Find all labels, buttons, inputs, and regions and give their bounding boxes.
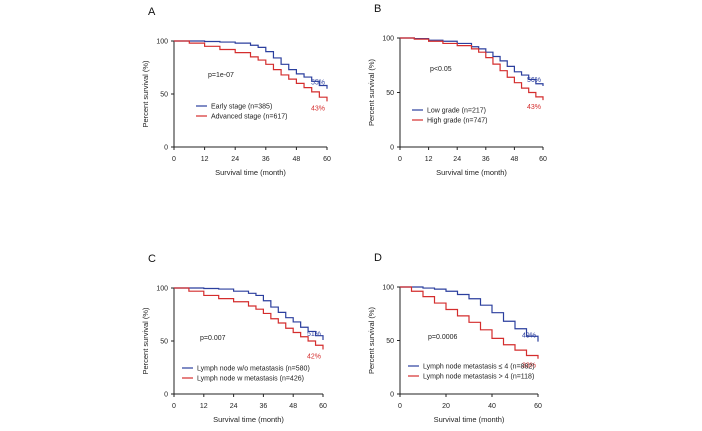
end-percent-label: 51%	[307, 331, 321, 338]
survival-curve-red	[400, 286, 539, 359]
end-percent-label: 42%	[307, 353, 321, 360]
panel-letter: B	[374, 3, 381, 15]
survival-curve-red	[174, 40, 328, 102]
panel-letter: A	[148, 6, 156, 18]
survival-curve-red	[400, 37, 544, 101]
y-tick-label: 100	[382, 285, 394, 292]
x-tick-label: 60	[323, 156, 331, 163]
x-tick-label: 40	[488, 403, 496, 410]
x-axis-label: Survival time (month)	[434, 415, 505, 424]
p-value: p=0.0006	[428, 334, 457, 341]
x-tick-label: 48	[293, 156, 301, 163]
x-axis-label: Survival time (month)	[436, 168, 507, 177]
survival-curve-red	[174, 287, 324, 350]
y-tick-label: 0	[164, 392, 168, 399]
y-tick-label: 100	[156, 39, 168, 46]
y-tick-label: 50	[386, 90, 394, 97]
x-tick-label: 0	[172, 156, 176, 163]
end-percent-label: 55%	[311, 80, 325, 87]
panel-d: D 0 50 100 0 20 40 60 Survival time (month) Perce…	[367, 252, 542, 424]
x-tick-label: 60	[539, 156, 547, 163]
y-axis-label: Percent survival (%)	[367, 306, 376, 374]
legend-label: Lymph node w metastasis (n=426)	[197, 376, 304, 383]
y-tick-label: 100	[382, 36, 394, 43]
x-tick-label: 48	[511, 156, 519, 163]
y-axis-label: Percent survival (%)	[141, 307, 150, 375]
x-axis-label: Survival time (month)	[213, 415, 284, 424]
x-tick-label: 36	[260, 403, 268, 410]
legend: Lymph node metastasis ≤ 4 (n=882) Lymph n…	[408, 364, 535, 381]
x-tick-label: 60	[534, 403, 542, 410]
y-tick-label: 0	[390, 145, 394, 152]
y-tick-label: 0	[390, 392, 394, 399]
survival-curve-blue	[400, 286, 539, 342]
x-tick-label: 0	[398, 403, 402, 410]
y-tick-label: 0	[164, 145, 168, 152]
y-tick-label: 50	[160, 92, 168, 99]
y-tick-label: 50	[386, 338, 394, 345]
survival-curve-blue	[174, 40, 328, 89]
legend-label: High grade (n=747)	[427, 118, 488, 125]
p-value: p=1e-07	[208, 72, 234, 79]
end-percent-label: 43%	[527, 104, 541, 111]
x-tick-label: 24	[453, 156, 461, 163]
x-tick-label: 36	[262, 156, 270, 163]
end-percent-label: 56%	[527, 77, 541, 84]
y-tick-label: 50	[160, 339, 168, 346]
x-tick-label: 48	[289, 403, 297, 410]
legend-label: Early stage (n=385)	[211, 104, 272, 111]
legend-label: Lymph node metastasis > 4 (n=118)	[423, 374, 534, 381]
x-tick-label: 0	[172, 403, 176, 410]
y-tick-label: 100	[156, 286, 168, 293]
panel-letter: D	[374, 252, 382, 264]
x-tick-label: 36	[482, 156, 490, 163]
survival-curve-blue	[174, 287, 324, 340]
end-percent-label: 49%	[522, 333, 536, 340]
panel-letter: C	[148, 253, 156, 265]
legend: Low grade (n=217) High grade (n=747)	[412, 108, 488, 125]
x-tick-label: 12	[201, 156, 209, 163]
legend-label: Lymph node w/o metastasis (n=580)	[197, 366, 310, 373]
x-tick-label: 12	[425, 156, 433, 163]
x-tick-label: 20	[442, 403, 450, 410]
survival-curve-blue	[400, 37, 544, 86]
legend: Early stage (n=385) Advanced stage (n=617…	[196, 104, 287, 121]
end-percent-label: 43%	[311, 105, 325, 112]
end-percent-label: 33%	[522, 363, 536, 370]
p-value: p=0.007	[200, 335, 226, 342]
x-tick-label: 0	[398, 156, 402, 163]
p-value: p<0.05	[430, 66, 452, 73]
x-tick-label: 24	[230, 403, 238, 410]
x-tick-label: 60	[319, 403, 327, 410]
legend-label: Advanced stage (n=617)	[211, 114, 287, 121]
legend-label: Low grade (n=217)	[427, 108, 486, 115]
panel-b: B 0 50 100 0 12 24 36 48 60 Survival time (month) P…	[367, 3, 547, 177]
x-tick-label: 24	[231, 156, 239, 163]
panel-c: C 0 50 100 0 12 24 36 48 60 Survival time (month) P…	[141, 253, 327, 424]
x-tick-label: 12	[200, 403, 208, 410]
panel-a: A 0 50 100 0 12 24 36 48 60 Survival time (month) P…	[141, 6, 331, 177]
y-axis-label: Percent survival (%)	[367, 58, 376, 126]
x-axis-label: Survival time (month)	[215, 168, 286, 177]
y-axis-label: Percent survival (%)	[141, 60, 150, 128]
legend: Lymph node w/o metastasis (n=580) Lymph n…	[182, 366, 310, 383]
legend-label: Lymph node metastasis ≤ 4 (n=882)	[423, 364, 535, 371]
